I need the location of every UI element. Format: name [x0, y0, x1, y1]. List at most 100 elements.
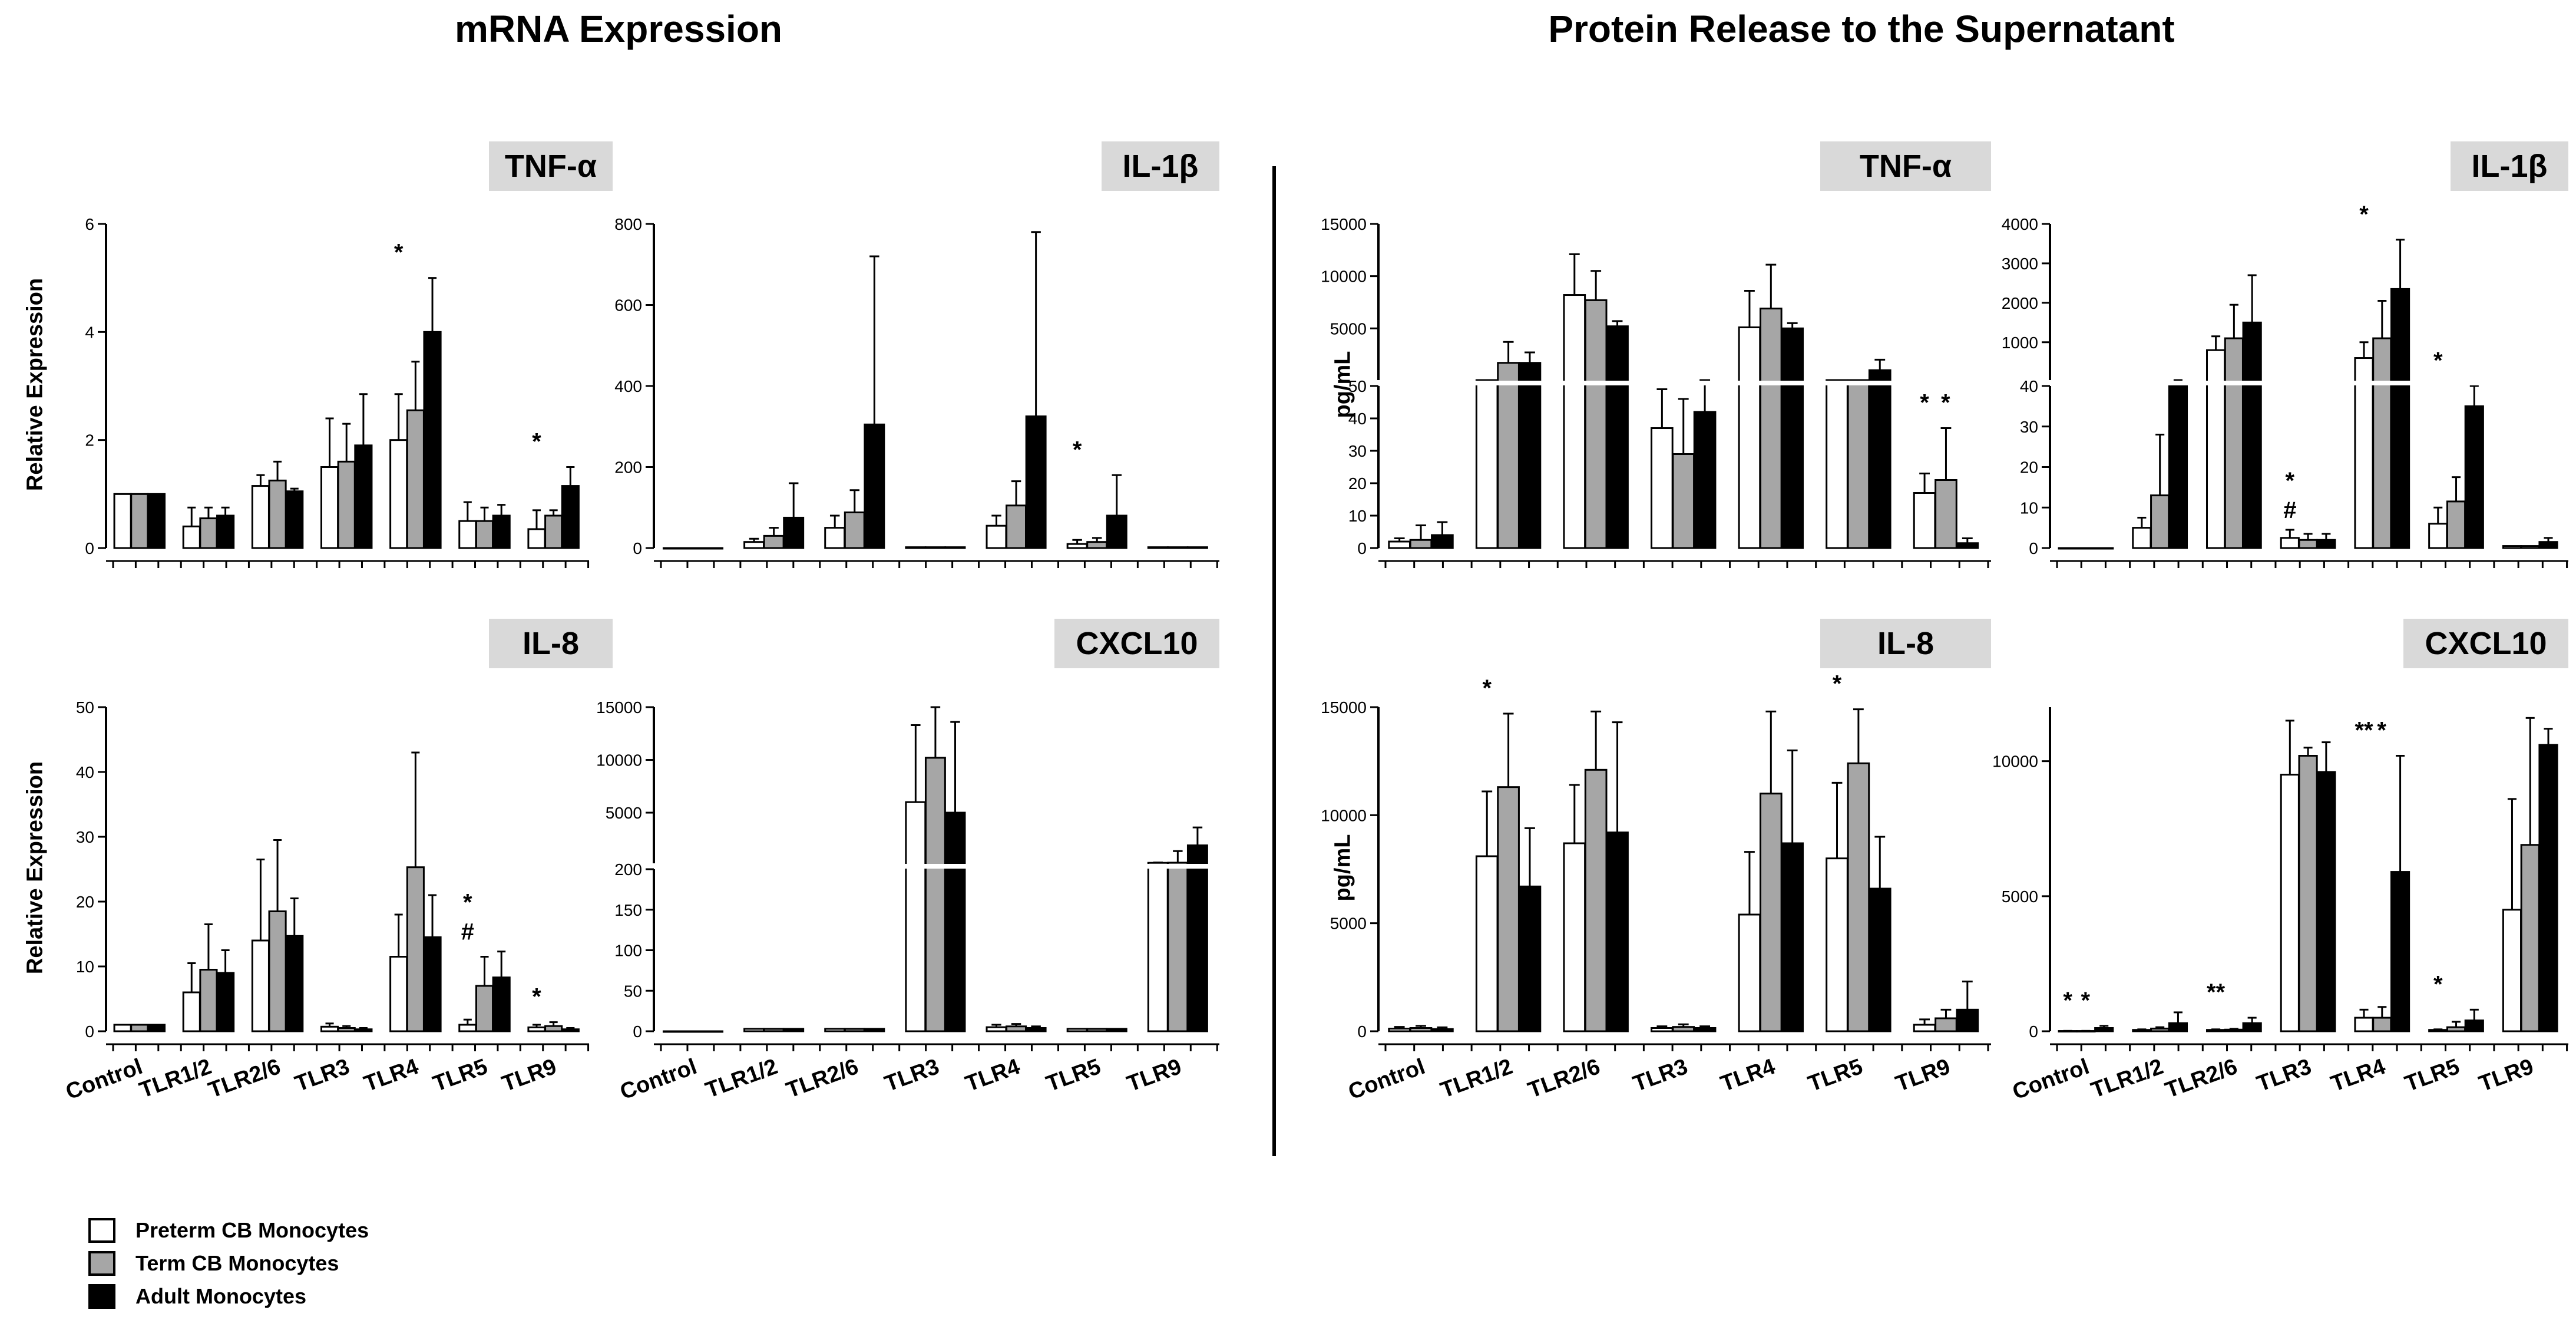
bar-tlr3-2 — [944, 811, 966, 1032]
bar-tlr2-6-1 — [2224, 337, 2244, 549]
bar-tlr2-6-1 — [844, 512, 865, 549]
bar-tlr4-2 — [1781, 327, 1804, 549]
bar-tlr3-0 — [320, 466, 339, 549]
bar-tlr5-0 — [1066, 1028, 1088, 1032]
bar-tlr5-1 — [1847, 379, 1870, 549]
bar-tlr5-2 — [2464, 1019, 2484, 1032]
bar-tlr5-2 — [492, 976, 511, 1032]
bar-tlr5-2 — [492, 514, 511, 549]
bar-tlr2-6-1 — [268, 910, 287, 1032]
y-tick-label: 30 — [1348, 442, 1367, 460]
y-tick-label: 10 — [76, 958, 94, 976]
x-tick-label: Control — [2009, 1054, 2092, 1105]
x-tick-label: TLR3 — [1630, 1054, 1691, 1097]
y-tick-label: 5000 — [1330, 319, 1367, 338]
y-axis-label: pg/mL — [1330, 834, 1355, 902]
bar-tlr3-1 — [337, 460, 356, 549]
x-tick-label: TLR9 — [1124, 1054, 1185, 1097]
bar-tlr2-6-0 — [1563, 294, 1586, 549]
y-tick-label: 5000 — [606, 804, 642, 822]
bar-tlr5-2 — [1106, 1028, 1127, 1032]
bar-control-0 — [2058, 1030, 2078, 1033]
legend-item-term: Term CB Monocytes — [88, 1247, 369, 1280]
bar-tlr4-2 — [1025, 415, 1047, 549]
bar-tlr2-6-0 — [824, 527, 846, 549]
bar-tlr9-0 — [2502, 545, 2522, 549]
y-tick-label: 10000 — [1321, 268, 1367, 286]
significance-marker: * — [2377, 718, 2386, 744]
bar-tlr4-0 — [389, 956, 408, 1032]
bar-tlr1-2-0 — [2132, 1029, 2152, 1032]
panel-title: IL-1β — [1102, 141, 1219, 191]
legend: Preterm CB Monocytes Term CB Monocytes A… — [88, 1214, 369, 1313]
bar-tlr9-2 — [2538, 541, 2558, 549]
bar-tlr5-0 — [2428, 523, 2448, 549]
bar-tlr4-1 — [2372, 337, 2392, 549]
y-tick-label: 15000 — [1321, 215, 1367, 233]
x-tick-label: Control — [617, 1054, 700, 1105]
significance-marker: # — [461, 919, 474, 945]
bar-tlr4-1 — [406, 409, 425, 549]
bar-tlr3-0 — [1651, 427, 1674, 549]
bar-tlr2-6-2 — [285, 490, 304, 549]
bar-tlr9-1 — [1935, 1017, 1957, 1032]
bar-tlr1-2-0 — [2132, 527, 2152, 549]
bar-tlr1-2-0 — [1475, 855, 1499, 1032]
y-tick-label: 2 — [85, 431, 94, 450]
bar-tlr3-1 — [924, 546, 946, 549]
bar-tlr3-1 — [2298, 539, 2318, 549]
bar-tlr1-2-2 — [783, 516, 805, 549]
y-tick-label: 20 — [1348, 474, 1367, 493]
significance-marker: * — [394, 240, 404, 266]
y-tick-label: 100 — [614, 942, 642, 960]
bar-tlr2-6-0 — [1563, 842, 1586, 1032]
y-tick-label: 200 — [614, 458, 642, 477]
x-tick-label: Control — [62, 1054, 146, 1105]
bar-tlr3-2 — [1693, 1027, 1717, 1032]
bar-tlr9-1 — [1167, 546, 1189, 549]
significance-marker: * — [2433, 971, 2443, 997]
legend-swatch-term — [88, 1251, 115, 1276]
significance-marker: ** — [2355, 718, 2373, 744]
bar-tlr5-0 — [1826, 379, 1848, 549]
chart-mrna-il1b: 0 200 400 600 800 * — [614, 215, 1219, 568]
bar-tlr1-2-1 — [199, 517, 218, 549]
bar-tlr2-6-2 — [2242, 321, 2262, 549]
x-tick-label: TLR4 — [1717, 1054, 1778, 1097]
y-tick-label: 5000 — [1330, 915, 1367, 933]
bar-control-1 — [130, 493, 149, 549]
panel-title: TNF-α — [489, 141, 613, 191]
x-tick-label: TLR9 — [499, 1054, 560, 1097]
bar-tlr3-2 — [2316, 539, 2336, 549]
bar-tlr3-2 — [354, 444, 373, 549]
section-title-mrna: mRNA Expression — [455, 8, 782, 50]
bar-tlr9-1 — [2520, 545, 2540, 549]
section-title-protein: Protein Release to the Supernatant — [1548, 8, 2175, 50]
y-tick-label: 50 — [1348, 377, 1367, 395]
bar-tlr3-0 — [905, 546, 927, 549]
legend-label-preterm: Preterm CB Monocytes — [135, 1218, 369, 1242]
bar-tlr4-0 — [986, 524, 1007, 549]
bar-tlr3-0 — [2280, 537, 2300, 549]
bar-control-0 — [1388, 1028, 1411, 1032]
bar-tlr2-6-0 — [251, 485, 270, 549]
x-tick-label: TLR1/2 — [136, 1054, 214, 1103]
x-tick-label: TLR3 — [2254, 1054, 2315, 1097]
bar-tlr4-2 — [423, 331, 442, 549]
y-tick-label: 30 — [2020, 418, 2038, 436]
bar-tlr2-6-2 — [864, 1028, 885, 1032]
bar-control-2 — [2094, 547, 2114, 550]
y-tick-label: 200 — [614, 860, 642, 879]
bar-tlr1-2-0 — [182, 525, 201, 549]
y-tick-label: 15000 — [1321, 698, 1367, 717]
y-tick-label: 10 — [1348, 507, 1367, 525]
bar-tlr5-0 — [2428, 1029, 2448, 1032]
bar-tlr9-2 — [1956, 1008, 1979, 1032]
legend-label-term: Term CB Monocytes — [135, 1251, 339, 1275]
panel-title: IL-8 — [489, 619, 613, 668]
chart-protein-il1b: 0 10 20 30 40 1000 2000 3000 4000 * # * * — [2002, 202, 2568, 568]
bar-tlr1-2-1 — [763, 534, 785, 549]
bar-tlr9-2 — [1186, 546, 1208, 549]
bar-tlr9-1 — [1935, 479, 1957, 549]
bar-tlr5-2 — [2464, 405, 2484, 549]
